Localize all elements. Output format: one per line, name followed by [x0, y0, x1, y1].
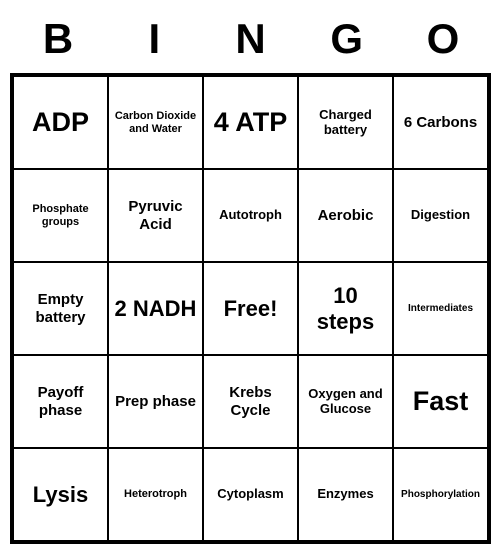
header-letter-b: B — [10, 10, 106, 68]
header-letter-g: G — [299, 10, 395, 68]
bingo-cell[interactable]: Phosphorylation — [393, 448, 488, 541]
header-letter-n: N — [202, 10, 298, 68]
bingo-cell[interactable]: Lysis — [13, 448, 108, 541]
bingo-cell[interactable]: Carbon Dioxide and Water — [108, 76, 203, 169]
bingo-cell[interactable]: Cytoplasm — [203, 448, 298, 541]
bingo-cell[interactable]: Free! — [203, 262, 298, 355]
bingo-card: B I N G O ADPCarbon Dioxide and Water4 A… — [10, 10, 491, 544]
bingo-cell[interactable]: Charged battery — [298, 76, 393, 169]
bingo-cell[interactable]: 10 steps — [298, 262, 393, 355]
bingo-cell[interactable]: Enzymes — [298, 448, 393, 541]
bingo-cell[interactable]: Payoff phase — [13, 355, 108, 448]
bingo-grid: ADPCarbon Dioxide and Water4 ATPCharged … — [10, 73, 491, 544]
bingo-cell[interactable]: ADP — [13, 76, 108, 169]
header-letter-i: I — [106, 10, 202, 68]
bingo-cell[interactable]: Pyruvic Acid — [108, 169, 203, 262]
bingo-cell[interactable]: Krebs Cycle — [203, 355, 298, 448]
bingo-cell[interactable]: Digestion — [393, 169, 488, 262]
bingo-cell[interactable]: 4 ATP — [203, 76, 298, 169]
bingo-cell[interactable]: Intermediates — [393, 262, 488, 355]
bingo-cell[interactable]: Phosphate groups — [13, 169, 108, 262]
bingo-cell[interactable]: Heterotroph — [108, 448, 203, 541]
bingo-cell[interactable]: Autotroph — [203, 169, 298, 262]
bingo-cell[interactable]: Prep phase — [108, 355, 203, 448]
bingo-cell[interactable]: Aerobic — [298, 169, 393, 262]
bingo-cell[interactable]: 6 Carbons — [393, 76, 488, 169]
bingo-cell[interactable]: Fast — [393, 355, 488, 448]
bingo-cell[interactable]: Empty battery — [13, 262, 108, 355]
bingo-cell[interactable]: Oxygen and Glucose — [298, 355, 393, 448]
header-letter-o: O — [395, 10, 491, 68]
bingo-header-row: B I N G O — [10, 10, 491, 68]
bingo-cell[interactable]: 2 NADH — [108, 262, 203, 355]
